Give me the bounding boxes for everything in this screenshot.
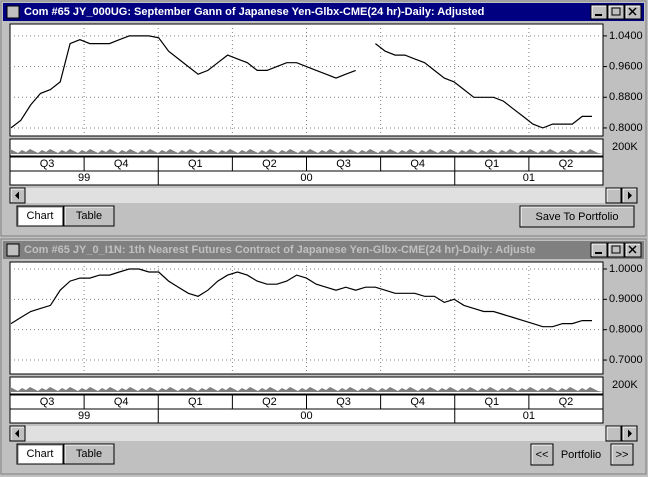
y-tick-label: 0.8800 [609,91,643,103]
scroll-thumb-bevel [606,188,620,202]
scroll-right-bevel [622,426,636,440]
tab-bevel [64,444,113,463]
maximize-glyph [611,7,621,16]
price-line [10,35,592,129]
scroll-left-bevel [10,426,24,440]
quarter-label: Q2 [262,396,277,408]
title-bar [3,241,644,259]
maximize-button[interactable] [607,4,625,20]
scroll-right-arrow [628,429,632,438]
close-button-bevel [625,243,640,256]
portfolio-label: Portfolio [561,449,601,461]
tab-bevel [17,444,62,463]
prev-label: << [536,449,549,461]
y-tick-label: 1.0000 [609,263,643,275]
scrollbar-track [10,426,637,441]
maximize-button-bevel [608,243,623,256]
scroll-right-arrow [628,191,632,200]
y-tick-label: 0.7000 [609,354,643,366]
maximize-button[interactable] [607,242,625,258]
prev-button-bevel [531,444,552,464]
scroll-thumb[interactable] [605,425,622,442]
title-bar [3,3,644,21]
minimize-button-bevel [591,5,606,18]
volume-tick-label: 200K [612,141,638,153]
tab-label: Chart [27,448,54,460]
tab[interactable] [16,443,64,465]
tab[interactable] [16,205,64,227]
scrollbar-track [10,188,637,203]
year-label: 01 [523,172,535,184]
volume-bars [10,387,603,392]
scroll-left-arrow [15,191,19,200]
window-icon [6,243,20,257]
save-button-label: Save To Portfolio [536,211,619,223]
y-tick-label: 1.0400 [609,30,643,42]
quarter-label: Q1 [188,158,203,170]
scroll-left-bevel [10,188,24,202]
prev-button[interactable] [530,443,554,466]
y-tick-label: 0.8000 [609,324,643,336]
y-tick-label: 0.9000 [609,293,643,305]
tab[interactable] [63,205,115,227]
maximize-glyph [611,245,621,254]
year-label: 00 [300,410,312,422]
year-label: 99 [78,410,90,422]
save-button[interactable] [519,205,635,228]
quarter-label: Q1 [484,396,499,408]
scroll-right-bevel [622,188,636,202]
quarter-label: Q3 [40,158,55,170]
y-tick-label: 0.8000 [609,122,643,134]
quarter-label: Q3 [336,158,351,170]
tab[interactable] [63,443,115,465]
scroll-thumb[interactable] [605,187,622,204]
quarter-label: Q4 [114,158,129,170]
quarter-label: Q4 [114,396,129,408]
tab-label: Table [76,448,102,460]
next-button-bevel [611,444,632,464]
year-label: 00 [300,172,312,184]
next-label: >> [616,449,629,461]
quarter-label: Q3 [336,396,351,408]
scroll-thumb-bevel [606,426,620,440]
quarter-label: Q4 [410,158,425,170]
window-title: Com #65 JY_000UG: September Gann of Japa… [24,6,484,18]
quarter-label: Q1 [188,396,203,408]
tab-bevel [17,206,62,225]
close-glyph [628,7,637,16]
tab-bevel [64,206,113,225]
quarter-label: Q3 [40,396,55,408]
volume-tick-label: 200K [612,379,638,391]
window-icon [6,5,20,19]
quarter-label: Q2 [559,158,574,170]
minimize-button[interactable] [590,4,608,20]
year-label: 01 [523,410,535,422]
minimize-button[interactable] [590,242,608,258]
close-button-bevel [625,5,640,18]
y-tick-label: 0.9600 [609,60,643,72]
quarter-label: Q2 [559,396,574,408]
quarter-label: Q4 [410,396,425,408]
quarter-label: Q1 [484,158,499,170]
year-label: 99 [78,172,90,184]
scroll-left-arrow [15,429,19,438]
quarter-label: Q2 [262,158,277,170]
save-button-bevel [520,206,633,226]
price-line [10,268,592,328]
window-title: Com #65 JY_0_I1N: 1th Nearest Futures Co… [24,244,536,256]
tab-label: Table [76,210,102,222]
volume-bars [10,149,603,154]
tab-label: Chart [27,210,54,222]
close-glyph [628,245,637,254]
next-button[interactable] [610,443,634,466]
maximize-button-bevel [608,5,623,18]
minimize-button-bevel [591,243,606,256]
